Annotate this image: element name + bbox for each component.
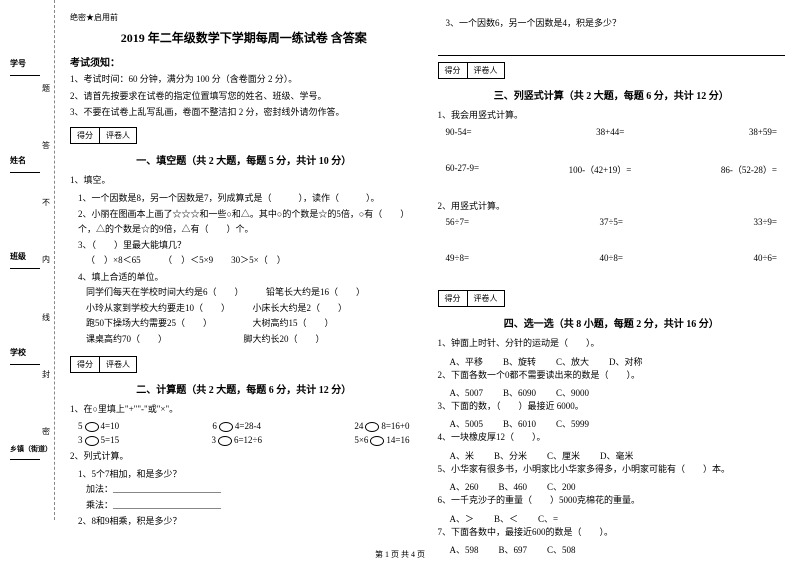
field-student-id: 学号 [10, 58, 40, 78]
score-label: 得分 [71, 357, 100, 372]
grader-label: 评卷人 [100, 128, 136, 143]
s4-q1: 1、钟面上时针、分针的运动是（ ）。 [438, 336, 786, 350]
score-label: 得分 [71, 128, 100, 143]
main-content: 绝密★启用前 2019 年二年级数学下学期每周一练试卷 含答案 考试须知： 1、… [70, 12, 785, 556]
field-school: 学校 [10, 347, 40, 367]
seal-line-chars: 题 答 不 内 线 封 密 [42, 60, 50, 460]
s4-q6-opts: A、＞B、＜C、= [450, 512, 786, 525]
s4-q5: 5、小华家有很多书，小明家比小华家多得多，小明家可能有（ ）本。 [438, 462, 786, 476]
notice-3: 3、不要在试卷上乱写乱画，卷面不整洁扣 2 分，密封线外请勿作答。 [70, 106, 418, 120]
q1-4d: 课桌高约70（ ） 脚大约长20（ ） [86, 333, 418, 347]
s4-q5-opts: A、260B、460C、200 [450, 480, 786, 493]
s4-q7: 7、下面各数中，最接近600的数是（ ）。 [438, 525, 786, 539]
s4-q6: 6、一千克沙子的重量（ ）5000克棉花的重量。 [438, 493, 786, 507]
s4-q2-opts: A、5007B、6090C、9000 [450, 386, 786, 399]
score-box-3: 得分 评卷人 [438, 62, 505, 79]
divider [438, 55, 786, 56]
s4-q1-opts: A、平移B、旋转C、放大D、对称 [450, 355, 786, 368]
page-footer: 第 1 页 共 4 页 [0, 549, 800, 560]
left-column: 绝密★启用前 2019 年二年级数学下学期每周一练试卷 含答案 考试须知： 1、… [70, 12, 418, 556]
s4-q4: 4、一块橡皮厚12（ ）。 [438, 430, 786, 444]
q1-1: 1、一个因数是8，另一个因数是7，列成算式是（ ），读作（ ）。 [78, 191, 418, 205]
section-3-title: 三、列竖式计算（共 2 大题，每题 6 分，共计 12 分） [438, 87, 786, 102]
grader-label: 评卷人 [100, 357, 136, 372]
s2-q2-header: 2、列式计算。 [70, 449, 418, 463]
q1-4-header: 4、填上合适的单位。 [78, 270, 418, 284]
grader-label: 评卷人 [468, 63, 504, 78]
s2-q1-row1: 54=10 64=28-4 248=16+0 [78, 421, 410, 432]
notice-2: 2、请首先按要求在试卷的指定位置填写您的姓名、班级、学号。 [70, 90, 418, 104]
right-column: 3、一个因数6，另一个因数是4，积是多少？ 得分 评卷人 三、列竖式计算（共 2… [438, 12, 786, 556]
score-label: 得分 [439, 63, 468, 78]
s2-q1-row2: 35=15 36=12÷6 5×614=16 [78, 435, 410, 446]
s2-q2-1: 1、5个7相加，和是多少？ [78, 467, 418, 481]
s3-q1: 1、我会用竖式计算。 [438, 108, 786, 122]
q1-4b: 小玲从家到学校大约要走10（ ） 小床长大约是2（ ） [86, 302, 418, 316]
s3-q2-row2: 49÷8= 40÷8= 40÷6= [446, 253, 778, 263]
s4-q3: 3、下面的数，（ ）最接近 6000。 [438, 399, 786, 413]
s4-q4-opts: A、米B、分米C、厘米D、毫米 [450, 449, 786, 462]
field-name: 姓名 [10, 155, 40, 175]
q1-4a: 同学们每天在学校时间大约是6（ ） 铅笔长大约是16（ ） [86, 286, 418, 300]
section-2-title: 二、计算题（共 2 大题，每题 6 分，共计 12 分） [70, 381, 418, 396]
score-box-1: 得分 评卷人 [70, 127, 137, 144]
secret-mark: 绝密★启用前 [70, 12, 418, 23]
q1-3-header: 3、（ ）里最大能填几？ [78, 238, 418, 252]
paper-title: 2019 年二年级数学下学期每周一练试卷 含答案 [70, 29, 418, 46]
q1-2: 2、小丽在图画本上画了☆☆☆和一些○和△。其中○的个数是☆的5倍，○有（ ）个，… [78, 207, 418, 236]
s2-q2-1b: 乘法：________________________ [86, 499, 418, 513]
s3-q2: 2、用竖式计算。 [438, 199, 786, 213]
notice-header: 考试须知： [70, 54, 418, 69]
s3-q1-row2: 60-27-9= 100-（42+19）= 86-（52-28）= [446, 163, 778, 176]
grader-label: 评卷人 [468, 291, 504, 306]
q1-4c: 跑50下操场大约需要25（ ） 大树高约15（ ） [86, 317, 418, 331]
s2b-q3: 3、一个因数6，另一个因数是4，积是多少？ [446, 16, 786, 30]
section-4-title: 四、选一选（共 8 小题，每题 2 分，共计 16 分） [438, 315, 786, 330]
section-1-title: 一、填空题（共 2 大题，每题 5 分，共计 10 分） [70, 152, 418, 167]
notice-1: 1、考试时间：60 分钟，满分为 100 分（含卷面分 2 分）。 [70, 73, 418, 87]
field-class: 班级 [10, 251, 40, 271]
q1: 1、填空。 [70, 173, 418, 187]
s3-q2-row1: 56÷7= 37÷5= 33÷9= [446, 217, 778, 227]
binding-margin: 学号 姓名 班级 学校 乡镇（街道） 题 答 不 内 线 封 密 [0, 0, 55, 520]
score-box-2: 得分 评卷人 [70, 356, 137, 373]
s2-q1-header: 1、在○里填上"+""-"或"×"。 [70, 402, 418, 416]
score-box-4: 得分 评卷人 [438, 290, 505, 307]
s2-q2-1a: 加法：________________________ [86, 483, 418, 497]
q1-3: （ ）×8＜65 （ ）＜5×9 30＞5×（ ） [86, 254, 418, 268]
s2-q2-2: 2、8和9相乘，积是多少？ [78, 514, 418, 528]
s4-q2: 2、下面各数一个0都不需要读出来的数是（ ）。 [438, 368, 786, 382]
s4-q3-opts: A、5005B、6010C、5999 [450, 417, 786, 430]
s3-q1-row1: 90-54= 38+44= 38+59= [446, 127, 778, 137]
score-label: 得分 [439, 291, 468, 306]
